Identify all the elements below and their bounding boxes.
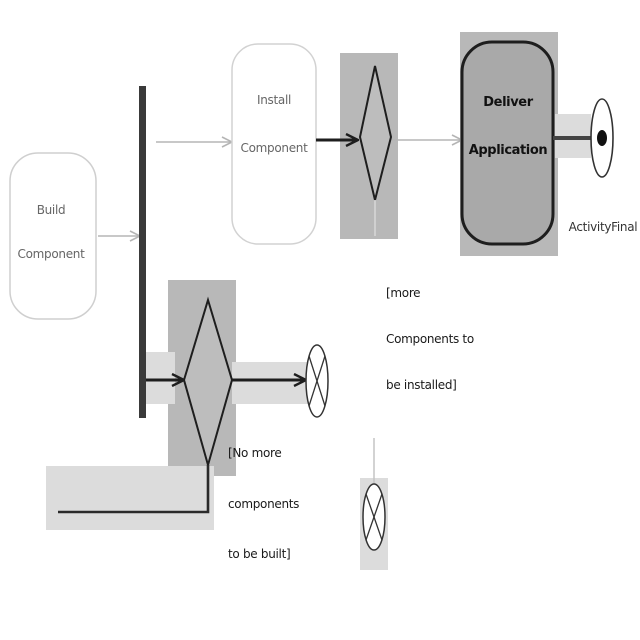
build-component-label-line1: Build <box>37 203 66 217</box>
build-component-label-line2: Component <box>18 247 86 261</box>
loop-back-highlight <box>46 466 214 530</box>
flow-final-node-bottom[interactable] <box>362 483 386 551</box>
flow-loop-back <box>58 465 210 514</box>
guard-more-line2: Components to <box>386 332 474 346</box>
guard-more-line3: be installed] <box>386 378 457 392</box>
install-component-action[interactable]: Install Component <box>231 43 317 245</box>
to-flowfinal-highlight <box>232 362 308 404</box>
fork-branch-highlight <box>145 352 175 404</box>
guard-more-components-installed: [more Components to be installed] <box>386 286 474 392</box>
guard-no-more-components-built: [No more components to be built] <box>228 446 299 561</box>
activity-final-node[interactable] <box>590 98 614 178</box>
guard-nomore-line3: to be built] <box>228 547 290 561</box>
build-component-action[interactable]: Build Component <box>9 152 97 320</box>
guard-nomore-line2: components <box>228 497 299 511</box>
install-component-label-line1: Install <box>257 93 291 107</box>
activity-final-label: ActivityFinal <box>569 220 638 234</box>
deliver-application-action[interactable]: Deliver Application <box>460 40 555 246</box>
fork-bar[interactable] <box>139 86 146 418</box>
install-component-label-line2: Component <box>241 141 309 155</box>
guard-nomore-line1: [No more <box>228 446 282 460</box>
deliver-application-label-line1: Deliver <box>483 95 533 110</box>
deliver-application-label-line2: Application <box>469 143 548 158</box>
flow-final-node-right[interactable] <box>305 344 329 418</box>
guard-more-line1: [more <box>386 286 420 300</box>
